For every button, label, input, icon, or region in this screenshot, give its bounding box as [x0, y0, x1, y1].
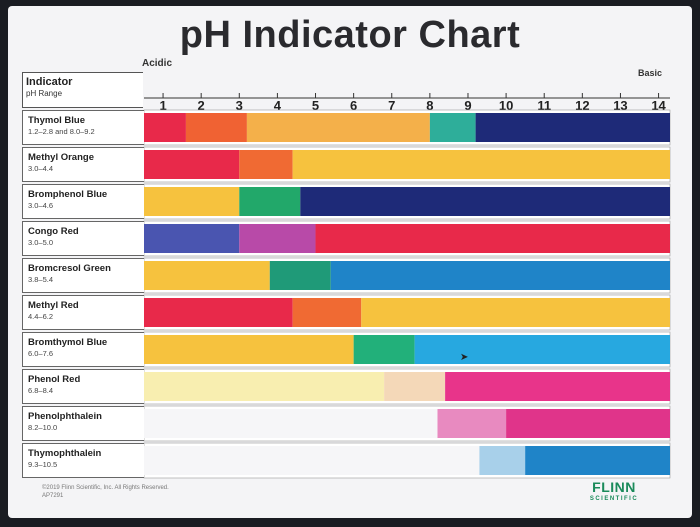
indicator-name: Bromcresol Green: [28, 263, 111, 274]
color-segment: [506, 409, 670, 438]
tick-label: 8: [426, 98, 433, 113]
color-segment: [239, 150, 293, 179]
tick-label: 9: [464, 98, 471, 113]
tick-label: 1: [159, 98, 166, 113]
chart-title: pH Indicator Chart: [179, 14, 521, 56]
indicator-ph-range: 3.0–4.4: [28, 164, 54, 173]
color-segment: [361, 298, 670, 327]
color-segment: [384, 372, 446, 401]
basic-label: Basic: [638, 68, 663, 78]
indicator-row-label: Bromthymol Blue 6.0–7.6: [22, 332, 144, 367]
tick-label: 5: [312, 98, 319, 113]
color-segment: [144, 335, 354, 364]
copyright-line: ©2019 Flinn Scientific, Inc. All Rights …: [42, 485, 169, 491]
indicator-ph-range: 6.8–8.4: [28, 386, 54, 395]
indicator-row-label: Thymophthalein 9.3–10.5: [22, 443, 144, 478]
indicator-ph-range: 4.4–6.2: [28, 312, 54, 321]
tick-label: 4: [274, 98, 282, 113]
tick-label: 6: [350, 98, 357, 113]
color-segment: [144, 187, 240, 216]
color-segment: [475, 113, 670, 142]
indicator-row-label: Thymol Blue 1.2–2.8 and 8.0–9.2: [22, 110, 144, 145]
indicator-name: Thymol Blue: [28, 115, 86, 126]
logo-subtitle: SCIENTIFIC: [589, 496, 639, 502]
indicator-name: Methyl Red: [28, 300, 79, 311]
color-segment: [479, 446, 526, 475]
indicator-row-label: Methyl Orange 3.0–4.4: [22, 147, 144, 182]
color-segment: [239, 224, 316, 253]
copyright-note: ©2019 Flinn Scientific, Inc. All Rights …: [42, 484, 169, 500]
indicator-name: Phenolphthalein: [28, 411, 102, 422]
color-segment: [246, 113, 430, 142]
indicator-ph-range: 3.0–5.0: [28, 238, 54, 247]
color-segment: [330, 261, 670, 290]
header-cell: [22, 72, 143, 108]
header-indicator-label: Indicator: [26, 76, 73, 88]
indicator-row-label: Methyl Red 4.4–6.2: [22, 295, 144, 330]
color-segment: [437, 409, 507, 438]
tick-label: 12: [575, 98, 589, 113]
indicator-name: Thymophthalein: [28, 448, 102, 459]
logo-word: FLINN: [592, 479, 636, 495]
tick-label: 14: [651, 98, 666, 113]
color-segment: [144, 224, 240, 253]
row-labels: Thymol Blue 1.2–2.8 and 8.0–9.2 Methyl Ora…: [8, 6, 692, 518]
indicator-chart: 1 2 3 4 5 6 7 8 9 10 11 12 13 14: [143, 93, 671, 479]
indicator-row-label: Bromcresol Green 3.8–5.4: [22, 258, 144, 293]
indicator-name: Bromphenol Blue: [28, 189, 108, 200]
color-segment: [292, 298, 362, 327]
color-segment: [144, 446, 480, 475]
tick-label: 7: [388, 98, 395, 113]
indicator-ph-range: 1.2–2.8 and 8.0–9.2: [28, 127, 95, 136]
indicator-ph-range: 3.8–5.4: [28, 275, 54, 284]
indicator-name: Phenol Red: [28, 374, 81, 385]
color-segment: [144, 409, 438, 438]
indicator-ph-range: 8.2–10.0: [28, 423, 58, 432]
indicator-ph-range: 9.3–10.5: [28, 460, 58, 469]
color-segment: [239, 187, 301, 216]
indicator-name: Congo Red: [28, 226, 79, 237]
color-segment: [315, 224, 670, 253]
tick-label: 11: [537, 98, 551, 113]
color-segment: [414, 335, 670, 364]
color-segment: [269, 261, 331, 290]
color-segment: [144, 150, 240, 179]
indicator-row-label: Congo Red 3.0–5.0: [22, 221, 144, 256]
indicator-ph-range: 3.0–4.6: [28, 201, 54, 210]
indicator-row-label: Phenolphthalein 8.2–10.0: [22, 406, 144, 441]
tick-label: 13: [613, 98, 627, 113]
color-segment: [144, 372, 385, 401]
acidic-label: Acidic: [142, 58, 173, 69]
color-segment: [144, 113, 186, 142]
color-segment: [292, 150, 670, 179]
tick-label: 3: [236, 98, 243, 113]
indicator-ph-range: 6.0–7.6: [28, 349, 54, 358]
tick-label: 2: [198, 98, 205, 113]
indicator-row-label: Phenol Red 6.8–8.4: [22, 369, 144, 404]
mouse-cursor-icon: ➤: [460, 352, 469, 363]
color-segment: [429, 113, 476, 142]
product-code: AP7291: [42, 493, 64, 499]
color-segment: [144, 298, 293, 327]
color-segment: [445, 372, 670, 401]
tick-label: 10: [499, 98, 513, 113]
header-range-label: pH Range: [26, 89, 63, 98]
indicator-name: Bromthymol Blue: [28, 337, 108, 348]
color-segment: [353, 335, 415, 364]
color-segment: [185, 113, 247, 142]
color-segment: [144, 261, 270, 290]
indicator-name: Methyl Orange: [28, 152, 94, 163]
indicator-row-label: Bromphenol Blue 3.0–4.6: [22, 184, 144, 219]
color-segment: [300, 187, 670, 216]
color-segment: [525, 446, 670, 475]
flinn-logo: FLINN SCIENTIFIC: [578, 480, 650, 506]
